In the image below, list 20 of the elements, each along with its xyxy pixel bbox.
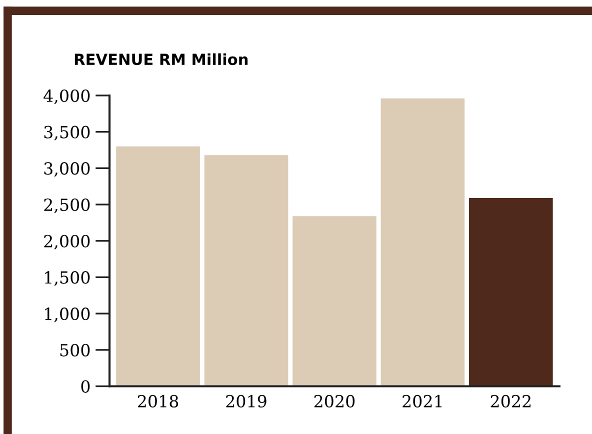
bar <box>116 146 200 386</box>
x-tick-label: 2018 <box>138 394 178 408</box>
chart-title: REVENUE RM Million <box>74 53 248 66</box>
y-tick-label: 1,500 <box>45 271 90 286</box>
x-tick-label: 2019 <box>226 394 266 408</box>
bar <box>380 98 465 386</box>
y-tick-label: 4,000 <box>44 89 90 104</box>
bar <box>469 198 553 386</box>
x-tick-label: 2022 <box>490 394 530 408</box>
y-tick-label: 500 <box>60 344 90 356</box>
x-tick-label: 2020 <box>314 394 355 408</box>
x-tick-label: 2021 <box>402 394 442 408</box>
y-tick-label: 2,500 <box>44 198 90 214</box>
bar <box>292 216 376 386</box>
y-tick-label: 3,500 <box>44 126 90 140</box>
y-tick-label: 2,000 <box>44 234 90 250</box>
bar <box>204 155 288 386</box>
y-tick-label: 0 <box>81 380 90 393</box>
y-tick-label: 3,000 <box>44 162 90 177</box>
y-tick-label: 1,000 <box>45 308 90 322</box>
